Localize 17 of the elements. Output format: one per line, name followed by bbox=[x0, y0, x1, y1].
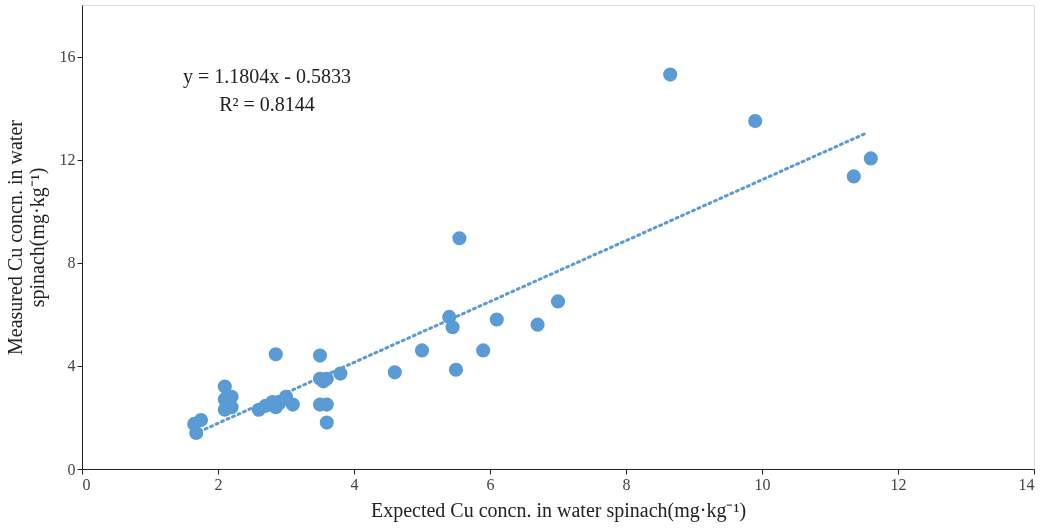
y-tick-label: 12 bbox=[59, 151, 76, 169]
y-tick-label: 8 bbox=[67, 254, 76, 272]
x-tick-label: 0 bbox=[82, 475, 91, 493]
x-tick-label: 14 bbox=[1018, 475, 1035, 493]
x-tick-label: 4 bbox=[350, 475, 359, 493]
y-tick-label: 4 bbox=[67, 357, 76, 375]
annotation: y = 1.1804x - 0.5833 bbox=[183, 65, 351, 88]
x-axis-title: Expected Cu concn. in water spinach(mg·kg⁻¹) bbox=[370, 498, 747, 522]
x-tick-label: 2 bbox=[214, 475, 223, 493]
y-tick-label: 0 bbox=[67, 460, 76, 478]
x-tick-label: 10 bbox=[754, 475, 771, 493]
annotation: R² = 0.8144 bbox=[219, 93, 315, 115]
x-tick-label: 8 bbox=[622, 475, 631, 493]
x-tick-label: 6 bbox=[486, 475, 495, 493]
y-axis-title: Measured Cu concn. in water spinach(mg·kg⁻¹) bbox=[3, 119, 49, 355]
y-tick-label: 16 bbox=[59, 48, 76, 66]
x-tick-label: 12 bbox=[890, 475, 907, 493]
